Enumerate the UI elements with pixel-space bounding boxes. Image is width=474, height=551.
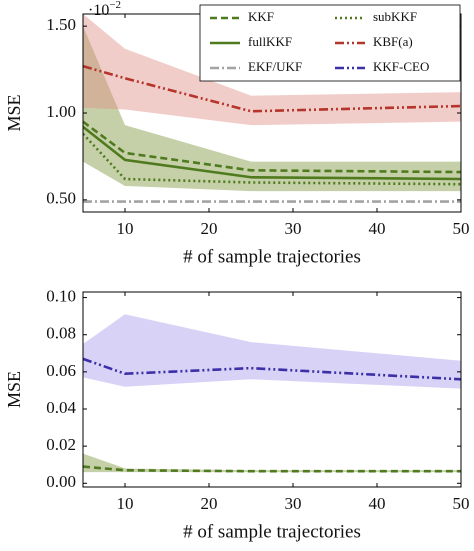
x-tick-label: 30 [285, 219, 302, 238]
y-tick-label: 0.08 [46, 324, 76, 343]
series-line [83, 125, 461, 181]
legend: KKF subKKF fullKKF KBF(a) EKF/UKF KKF-CEO [199, 4, 461, 82]
plot-area [83, 14, 461, 203]
x-tick-label: 50 [453, 219, 470, 238]
x-tick-label: 20 [201, 219, 218, 238]
confidence-band [83, 314, 461, 389]
y-tick-label: 1.00 [46, 102, 76, 121]
legend-label: EKF/UKF [248, 59, 302, 74]
x-tick-label: 10 [117, 219, 134, 238]
legend-label: KKF [248, 9, 274, 24]
series-line [83, 132, 461, 186]
x-tick-label: 40 [369, 219, 386, 238]
y-tick-label: 0.50 [46, 189, 76, 208]
series-line [83, 357, 461, 381]
x-axis-label: # of sample trajectories [183, 521, 361, 542]
x-tick-label: 50 [453, 494, 470, 513]
legend-label: KBF(a) [373, 34, 413, 49]
plot-area [83, 314, 461, 473]
axis-multiplier: ·10−2 [88, 0, 121, 19]
y-tick-label: 0.10 [46, 286, 76, 305]
legend-label: KKF-CEO [373, 59, 429, 74]
y-axis-label: MSE [4, 94, 24, 131]
y-tick-label: 0.02 [46, 435, 76, 454]
legend-label: subKKF [373, 9, 417, 24]
legend-label: fullKKF [248, 34, 292, 49]
y-tick-label: 0.04 [46, 398, 76, 417]
x-axis-label: # of sample trajectories [183, 246, 361, 267]
y-tick-label: 0.00 [46, 472, 76, 491]
x-tick-label: 10 [117, 494, 134, 513]
series-line [83, 465, 461, 473]
y-axis-label: MSE [4, 371, 24, 408]
y-tick-label: 0.06 [46, 361, 76, 380]
confidence-band [83, 14, 461, 126]
axes-frame [82, 291, 462, 488]
x-tick-label: 20 [201, 494, 218, 513]
x-tick-label: 30 [285, 494, 302, 513]
y-tick-label: 1.50 [46, 15, 76, 34]
confidence-band [83, 26, 461, 192]
series-line [83, 120, 461, 174]
multiplier-exponent: −2 [109, 0, 121, 11]
legend-box [199, 4, 461, 82]
x-tick-label: 40 [369, 494, 386, 513]
multiplier-base: ·10 [88, 2, 109, 19]
